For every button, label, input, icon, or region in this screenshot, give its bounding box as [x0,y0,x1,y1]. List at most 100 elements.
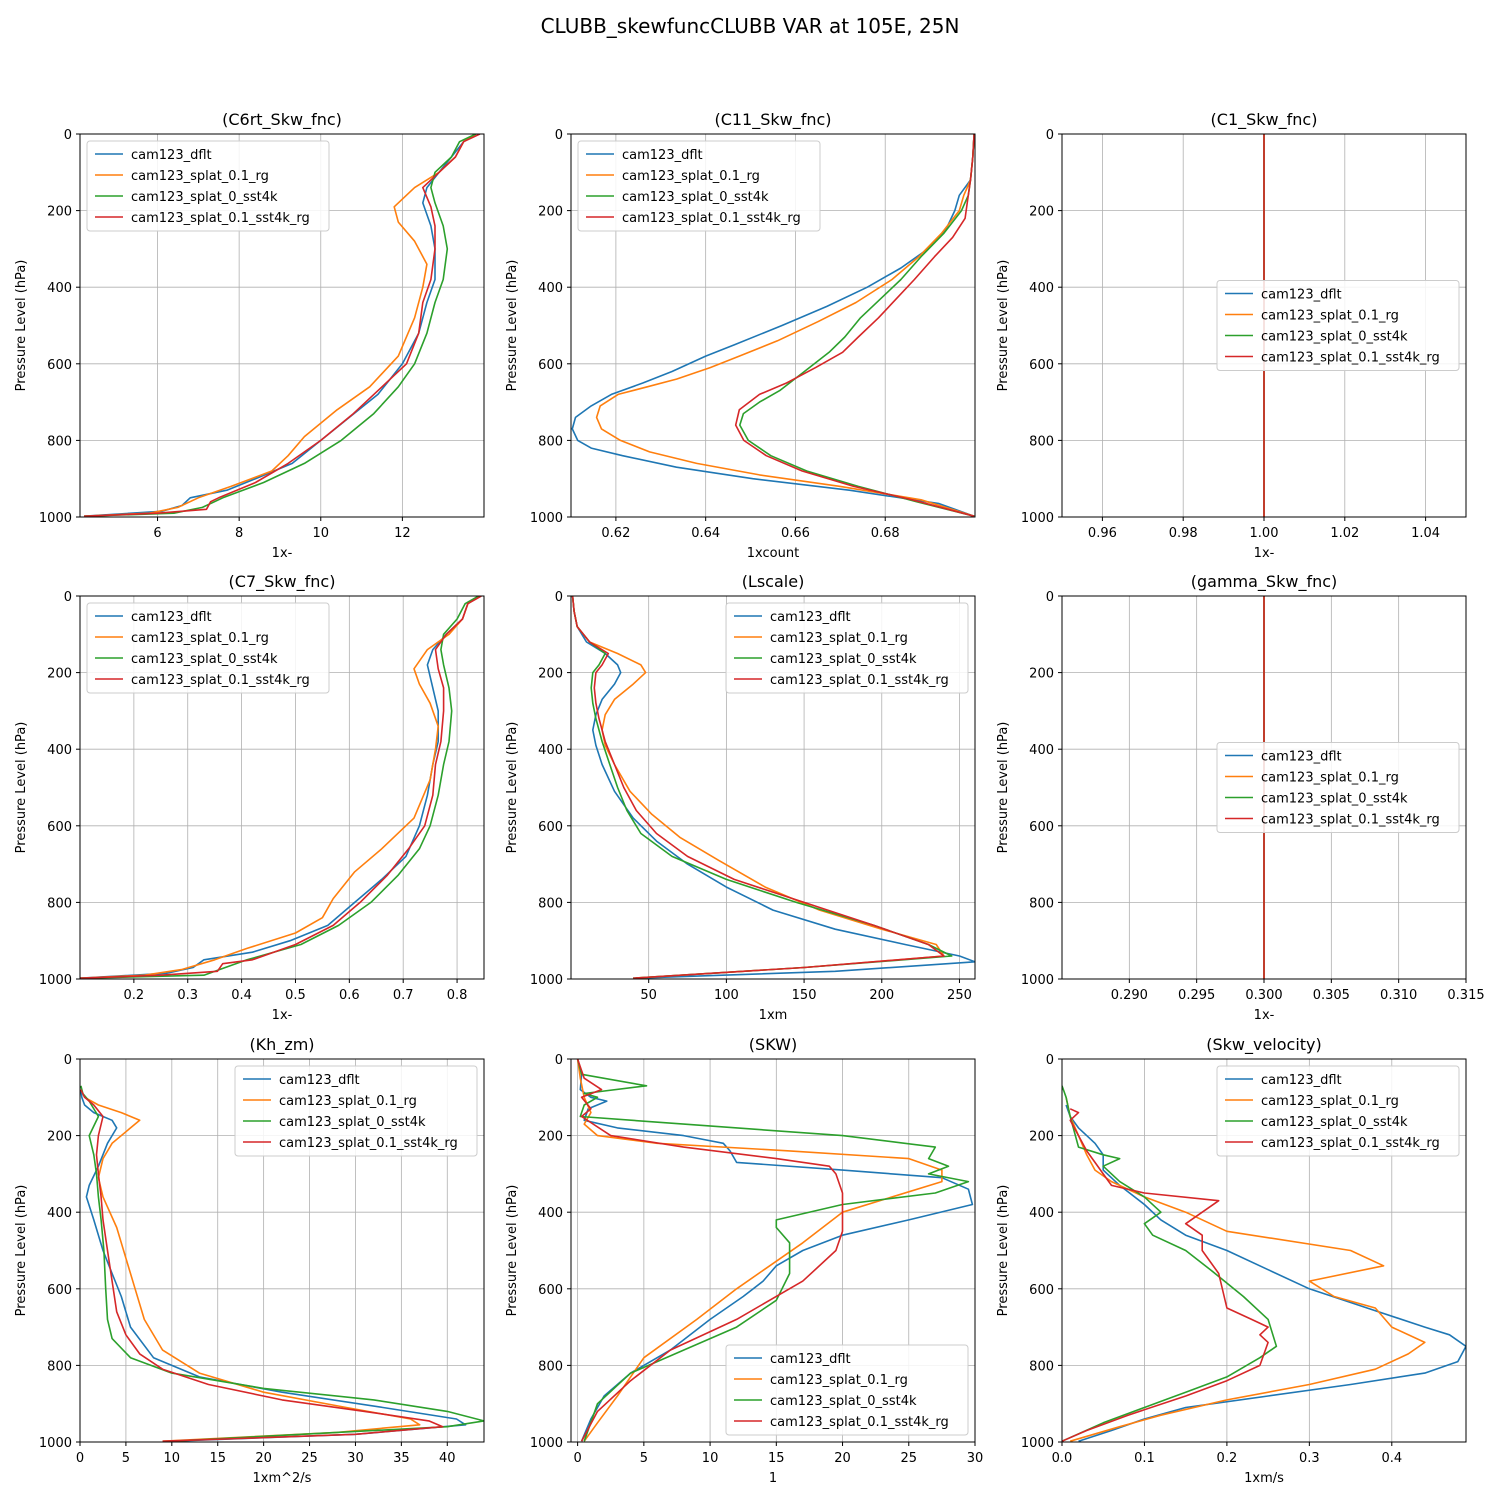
x-tick-label: 0.0 [1052,1451,1073,1466]
subplot-1: 6 8 10 12 0 200 400 600 800 1000 (C6rt_Skw_fnc) 1x-… [14,110,485,561]
y-tick-label: 0 [555,1053,563,1068]
series-line-2 [595,134,975,517]
x-axis-label: 1x- [272,1008,293,1023]
series-line-3 [576,1059,970,1442]
y-tick-label: 1000 [530,973,563,988]
series-line-2 [84,134,477,517]
legend-box [577,140,821,232]
subplot-9: 0.0 0.1 0.2 0.3 0.4 0 200 400 600 800 1000 (Skw_vel… [996,1035,1467,1486]
subplot-title: (SKW) [749,1035,797,1054]
x-tick-label: 0.96 [1088,526,1117,541]
x-tick-label: 35 [393,1451,410,1466]
y-tick-label: 400 [1029,1206,1054,1221]
x-tick-label: 30 [347,1451,364,1466]
x-tick-label: 0.64 [691,526,720,541]
x-axis-label: 1x- [1254,1008,1275,1023]
axes-frame [79,1058,485,1443]
x-tick-label: 25 [301,1451,318,1466]
legend-box [725,602,969,694]
y-axis-label: Pressure Level (hPa) [996,722,1011,854]
x-tick-label: 12 [394,526,411,541]
x-tick-label: 20 [834,1451,851,1466]
y-axis-label: Pressure Level (hPa) [505,260,520,392]
y-tick-label: 800 [1029,896,1054,911]
series-line-2 [80,596,480,979]
subplot-title: (C6rt_Skw_fnc) [222,110,342,130]
x-tick-label: 10 [702,1451,719,1466]
y-tick-label: 600 [538,820,563,835]
legend-label: cam123_splat_0.1_rg [131,169,269,184]
x-tick-label: 0 [76,1451,84,1466]
legend-label: cam123_splat_0_sst4k [131,190,278,205]
x-axis-label: 1xm [759,1008,788,1023]
y-tick-label: 600 [538,1283,563,1298]
x-tick-label: 0.4 [231,988,252,1003]
subplot-title: (C1_Skw_fnc) [1211,110,1318,130]
x-tick-label: 0.4 [1381,1451,1402,1466]
y-tick-label: 600 [1029,820,1054,835]
y-tick-label: 1000 [39,973,72,988]
x-axis-label: 1x- [1254,546,1275,561]
subplot-title: (Kh_zm) [249,1035,314,1055]
x-axis-label: 1xcount [747,546,799,561]
legend-label: cam123_splat_0.1_rg [622,169,760,184]
y-tick-label: 800 [47,1359,72,1374]
y-tick-label: 200 [47,1130,72,1145]
x-tick-label: 0.66 [781,526,810,541]
y-tick-label: 800 [1029,1359,1054,1374]
legend: cam123_dflt cam123_splat_0.1_rg cam123_spl… [1216,742,1460,833]
x-axis-label: 1xm/s [1244,1471,1284,1486]
legend-label: cam123_splat_0.1_rg [1261,1094,1399,1109]
subplot-title: (Lscale) [742,572,805,591]
y-tick-label: 600 [47,820,72,835]
axes-frame [570,133,976,518]
y-tick-label: 400 [47,743,72,758]
x-tick-label: 0.290 [1111,988,1148,1003]
x-tick-label: 0.315 [1447,988,1484,1003]
y-tick-label: 400 [1029,281,1054,296]
series-line-3 [1062,1085,1278,1442]
series-line-4 [576,1059,844,1442]
x-tick-label: 0.98 [1169,526,1198,541]
subplot-7: 0 5 10 15 20 25 30 35 4002004006008001000(Kh_zm)… [14,1035,485,1486]
y-tick-label: 1000 [1021,511,1054,526]
x-tick-label: 0.8 [447,988,468,1003]
x-tick-label: 30 [967,1451,984,1466]
subplot-5: 50 100 150 200 250 0 200 400 600 800 1000 (Lscale) 1… [505,572,976,1023]
x-tick-label: 10 [312,526,329,541]
legend-box [1216,280,1460,371]
series-line-1 [571,134,975,517]
axes-frame [79,133,485,518]
subplot-title: (C11_Skw_fnc) [714,110,831,130]
legend-box [1216,1065,1460,1157]
y-axis-label: Pressure Level (hPa) [14,1185,29,1317]
y-tick-label: 1000 [530,1436,563,1451]
y-tick-label: 600 [538,358,563,373]
x-tick-label: 50 [640,988,657,1003]
legend-box [234,1065,478,1157]
y-tick-label: 200 [538,1130,563,1145]
y-tick-label: 200 [1029,1130,1054,1145]
legend-label: cam123_splat_0.1_sst4k_rg [622,211,801,226]
x-axis-label: 1 [769,1471,777,1486]
x-tick-label: 150 [792,988,817,1003]
x-tick-label: 25 [900,1451,917,1466]
y-tick-label: 400 [538,1206,563,1221]
x-axis-label: 1x- [272,546,293,561]
legend: cam123_dflt cam123_splat_0.1_rg cam123_spl… [86,602,330,694]
legend-label: cam123_splat_0_sst4k [1261,1115,1408,1130]
x-tick-label: 200 [869,988,894,1003]
y-tick-label: 400 [538,743,563,758]
series-line-3 [80,1085,484,1442]
legend-label: cam123_splat_0_sst4k [622,190,769,205]
x-tick-label: 1.04 [1411,526,1440,541]
x-tick-label: 250 [947,988,972,1003]
legend-box [86,602,330,694]
series-line-3 [738,134,975,517]
x-tick-label: 0.6 [339,988,360,1003]
y-tick-label: 1000 [1021,1436,1054,1451]
x-tick-label: 0.2 [1217,1451,1238,1466]
legend: cam123_dflt cam123_splat_0.1_rg cam123_spl… [725,602,969,694]
legend-label: cam123_splat_0_sst4k [770,652,917,667]
x-tick-label: 0.3 [1299,1451,1320,1466]
